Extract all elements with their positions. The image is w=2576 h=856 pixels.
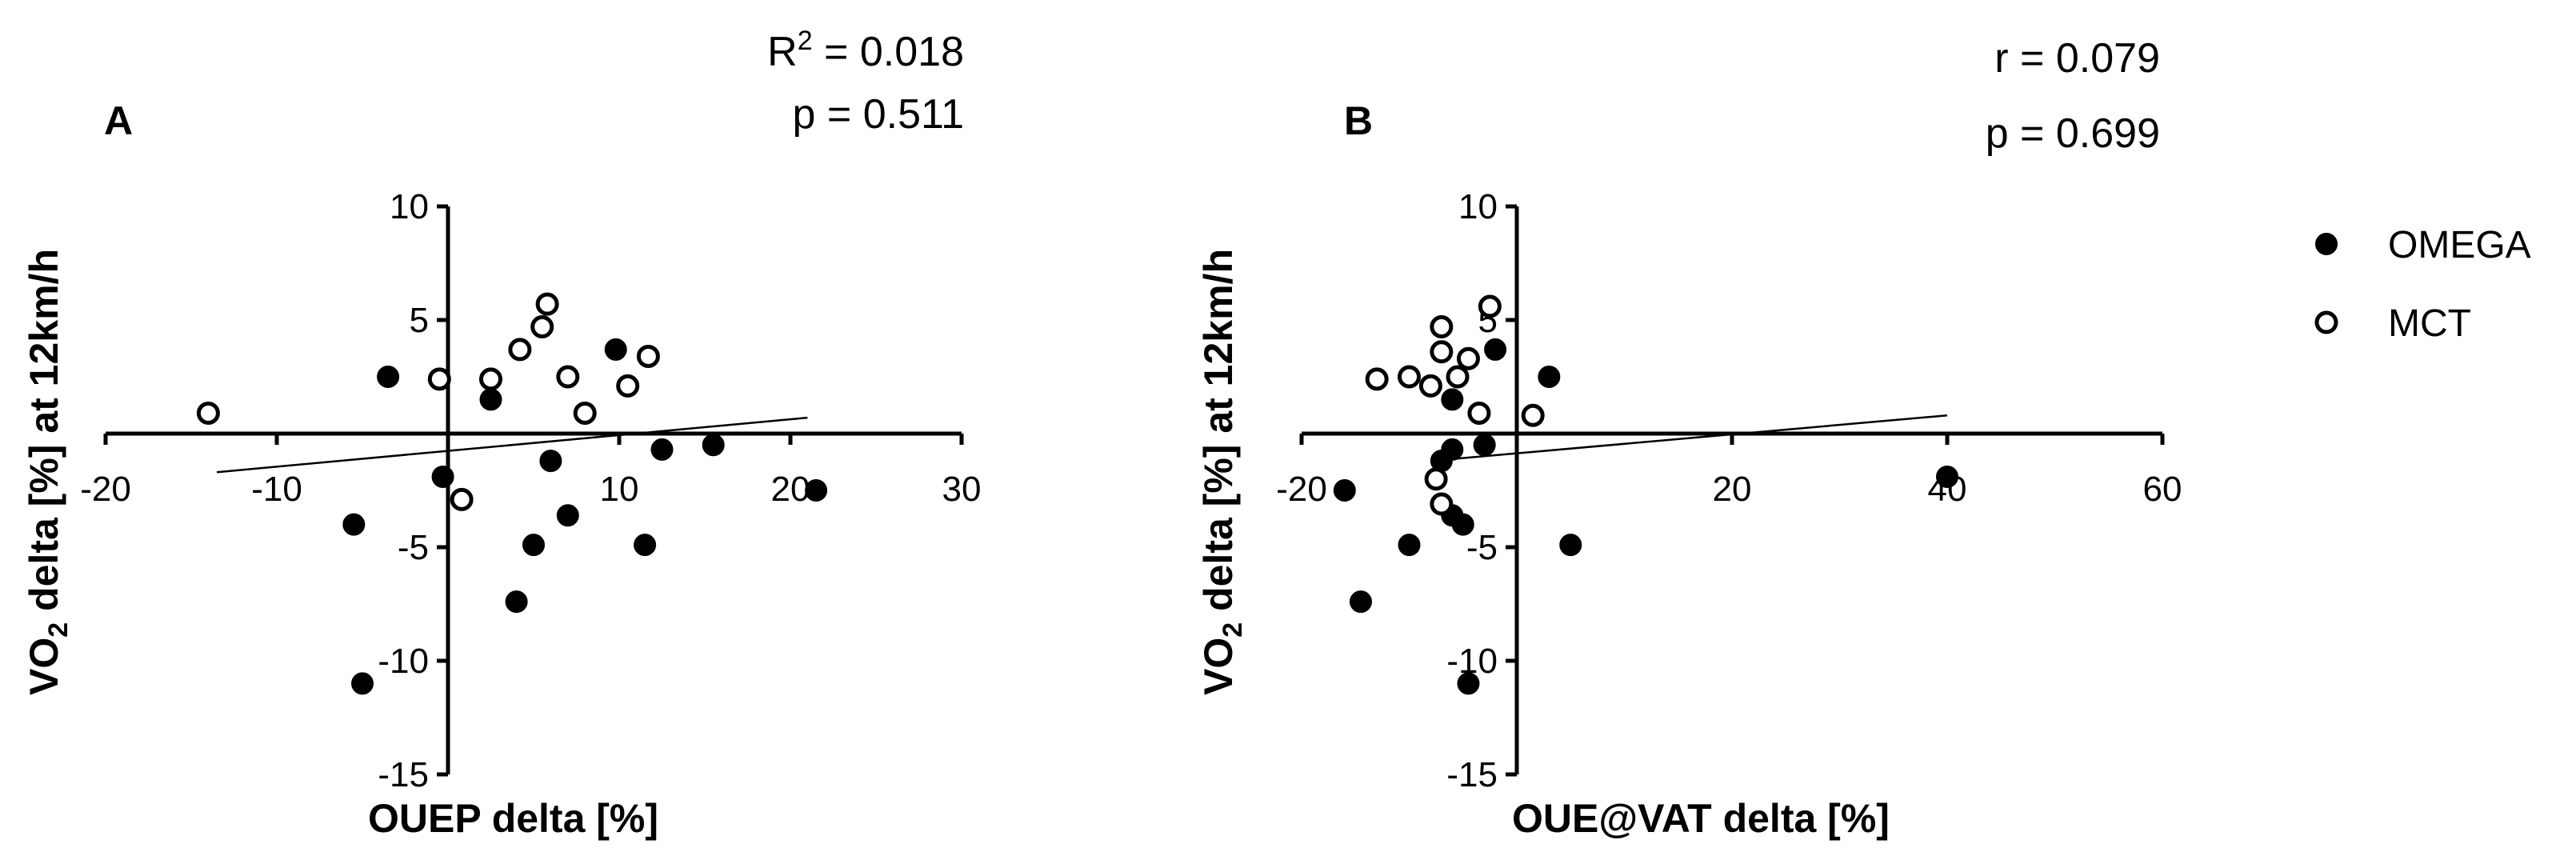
panel-a: A R2 = 0.018 p = 0.511 -20 -10 10 20 30 -15 -10 -5… — [22, 26, 981, 841]
data-point-omega — [1349, 590, 1372, 614]
data-point-mct — [1456, 346, 1480, 370]
data-point-omega — [1441, 388, 1464, 411]
data-point-mct — [530, 315, 554, 339]
y-tick-label: -15 — [1446, 755, 1498, 794]
data-point-mct — [1430, 492, 1454, 516]
y-tick-label: 10 — [1458, 187, 1498, 226]
data-point-omega — [1451, 513, 1474, 536]
data-point-mct — [196, 401, 220, 425]
x-tick-label: 10 — [600, 470, 639, 509]
legend: OMEGA MCT — [2314, 224, 2531, 345]
data-point-mct — [1521, 403, 1545, 427]
data-point-mct — [508, 338, 532, 362]
data-point-omega — [702, 434, 725, 457]
x-tick-label: 30 — [942, 470, 982, 509]
y-tick-label: 5 — [410, 301, 429, 340]
data-point-mct — [1430, 340, 1454, 364]
data-point-omega — [650, 438, 674, 461]
data-point-omega — [1559, 534, 1582, 557]
data-point-omega — [1473, 434, 1496, 457]
stat-text: p = 0.699 — [1986, 110, 2160, 157]
data-point-mct — [1418, 374, 1442, 398]
data-point-mct — [1365, 367, 1389, 391]
x-tick-label: -20 — [1276, 470, 1327, 509]
stat-text: p = 0.511 — [793, 91, 964, 138]
legend-label: OMEGA — [2388, 224, 2531, 266]
panel-label: B — [1344, 98, 1373, 143]
y-tick-label: -10 — [378, 642, 429, 681]
data-point-omega — [1457, 672, 1480, 695]
data-point-omega — [1538, 366, 1561, 388]
regression-line — [216, 416, 808, 474]
data-point-mct — [479, 367, 502, 391]
data-point-omega — [1936, 465, 1958, 488]
data-point-mct — [450, 487, 474, 511]
data-point-omega — [604, 338, 627, 361]
y-tick-label: -5 — [398, 528, 429, 567]
data-point-omega — [377, 366, 400, 388]
data-point-omega — [1398, 534, 1421, 557]
x-axis-title: OUEP delta [%] — [368, 796, 658, 841]
y-axis-title: VO2 delta [%] at 12km/h — [22, 249, 74, 695]
data-point-omega — [522, 534, 545, 557]
stat-text: R2 = 0.018 — [767, 26, 964, 75]
data-point-omega — [1441, 438, 1464, 461]
data-point-mct — [1467, 401, 1491, 425]
data-point-omega — [431, 465, 454, 488]
data-point-mct — [636, 344, 660, 368]
data-point-omega — [1333, 479, 1356, 502]
x-tick-label: -10 — [251, 470, 302, 509]
data-point-mct — [1446, 365, 1470, 389]
data-point-mct — [427, 367, 451, 391]
y-tick-label: -15 — [378, 755, 429, 794]
data-point-omega — [634, 534, 657, 557]
y-tick-label: -5 — [1466, 528, 1498, 567]
data-point-mct — [535, 292, 559, 316]
legend-marker-mct — [2314, 310, 2338, 334]
data-point-omega — [505, 590, 528, 614]
x-tick-label: -20 — [80, 470, 131, 509]
x-tick-label: 20 — [771, 470, 810, 509]
y-axis-title: VO2 delta [%] at 12km/h — [1196, 249, 1248, 695]
data-point-omega — [539, 450, 562, 473]
x-axis-title: OUE@VAT delta [%] — [1512, 796, 1890, 841]
data-point-mct — [573, 401, 597, 425]
data-point-mct — [616, 374, 640, 398]
panel-label: A — [104, 98, 133, 143]
data-point-mct — [1398, 365, 1421, 389]
data-point-mct — [1478, 294, 1502, 318]
data-point-omega — [556, 504, 579, 527]
stat-text: r = 0.079 — [1994, 35, 2160, 82]
data-point-omega — [1484, 338, 1507, 361]
x-tick-label: 20 — [1713, 470, 1752, 509]
data-point-omega — [342, 513, 366, 536]
regression-line — [1430, 414, 1948, 462]
data-point-mct — [1430, 315, 1454, 339]
data-point-omega — [479, 388, 502, 411]
data-point-omega — [805, 479, 828, 502]
data-point-mct — [556, 365, 580, 389]
data-point-omega — [351, 672, 374, 695]
legend-marker-omega — [2315, 233, 2338, 255]
data-point-mct — [1424, 467, 1448, 491]
x-tick-label: 60 — [2143, 470, 2182, 509]
legend-label: MCT — [2388, 302, 2471, 345]
y-tick-label: 10 — [390, 187, 429, 226]
